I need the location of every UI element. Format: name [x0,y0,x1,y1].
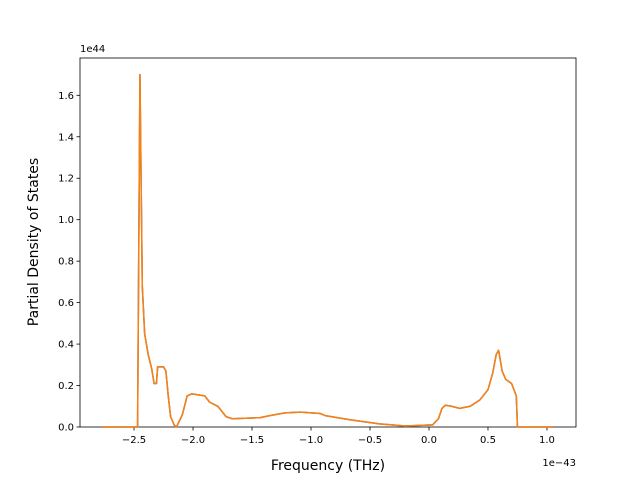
x-tick-label: 0.5 [480,435,496,446]
y-tick-label: 1.2 [58,174,74,185]
x-tick-label: −0.5 [358,435,382,446]
axes-frame [79,57,577,428]
y-tick-label: 0.4 [58,340,74,351]
y-tick-label: 1.6 [58,91,74,102]
y-tick-label: 0.0 [58,423,74,434]
y-tick-label: 1.0 [58,215,74,226]
y-tick-label: 0.6 [58,298,74,309]
x-axis-label: Frequency (THz) [271,458,385,474]
x-tick-label: 0.0 [421,435,437,446]
data-line [102,73,554,428]
x-tick-label: −2.0 [181,435,205,446]
x-offset-text: 1e−43 [542,458,576,469]
x-tick-label: −2.5 [122,435,146,446]
y-offset-text: 1e44 [80,44,105,55]
y-tick-label: 1.4 [58,132,74,143]
y-tick-label: 0.2 [58,381,74,392]
x-tick-label: −1.5 [240,435,264,446]
x-tick-label: 1.0 [539,435,555,446]
y-tick-label: 0.8 [58,257,74,268]
y-axis-label: Partial Density of States [26,158,42,326]
x-tick-label: −1.0 [299,435,323,446]
data-line [102,73,554,428]
